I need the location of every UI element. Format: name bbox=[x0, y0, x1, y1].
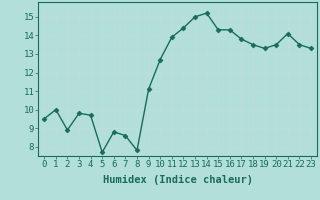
X-axis label: Humidex (Indice chaleur): Humidex (Indice chaleur) bbox=[103, 175, 252, 185]
